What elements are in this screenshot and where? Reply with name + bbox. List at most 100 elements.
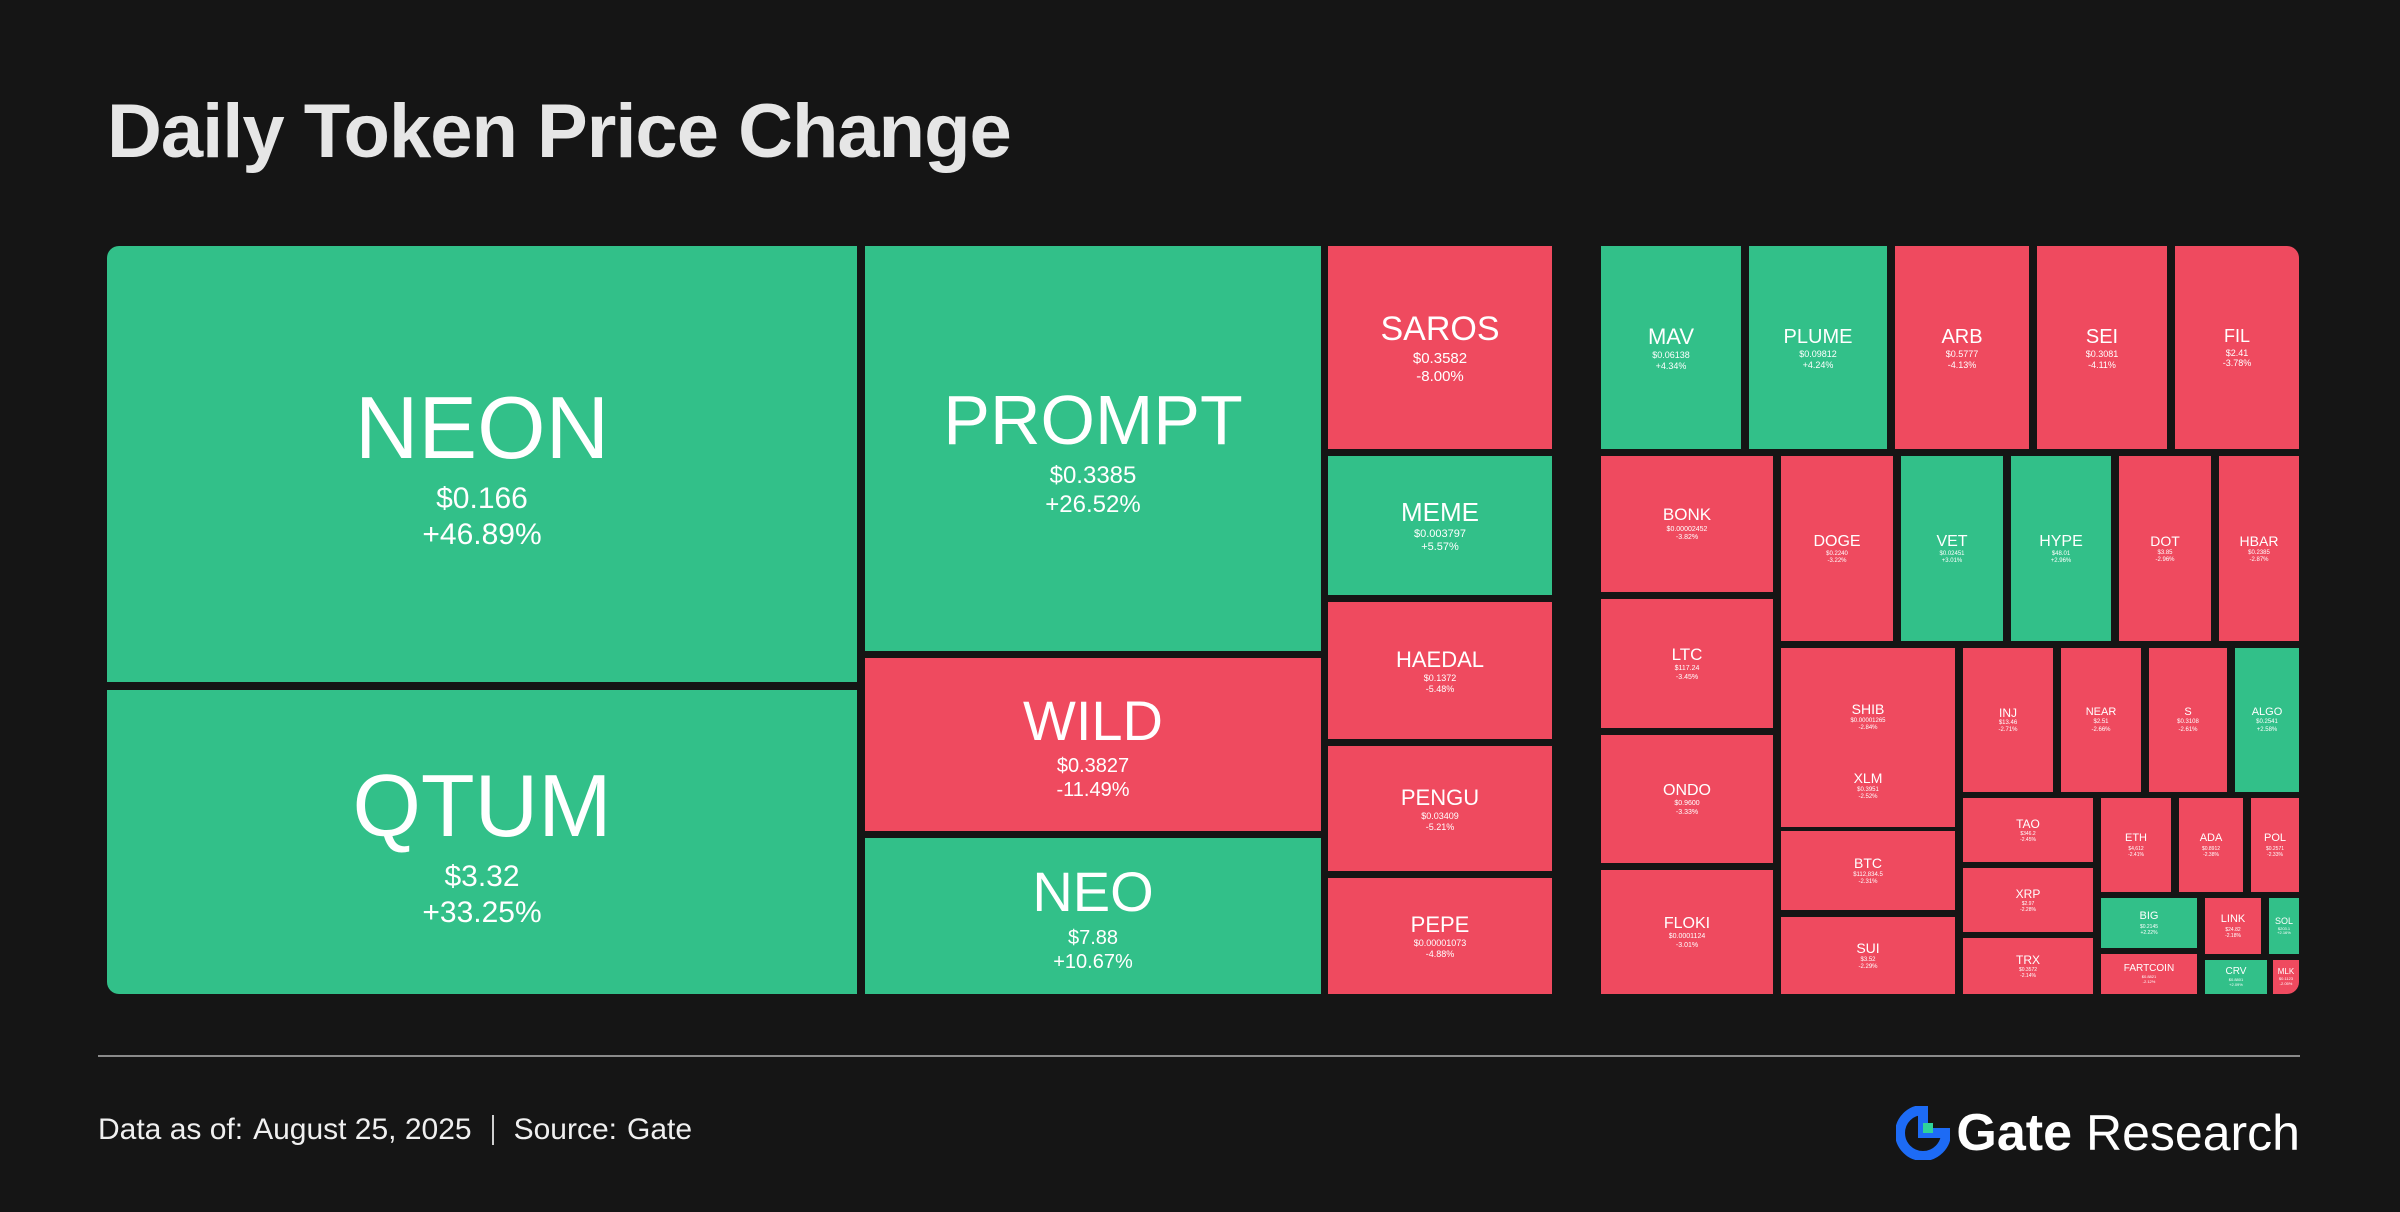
tile-symbol: TAO: [2016, 816, 2040, 831]
tile-price: $3.85: [2157, 549, 2173, 556]
tile-price: $0.3572: [2018, 967, 2038, 974]
tile-symbol: VET: [1936, 532, 1968, 550]
tile-symbol: SAROS: [1380, 310, 1500, 349]
tile-change: +10.67%: [1053, 950, 1133, 973]
tile-symbol: CRV: [2225, 966, 2247, 978]
tile-crv: CRV $0.8801 +2.09%: [2205, 960, 2267, 994]
tile-change: -2.96%: [2155, 556, 2175, 563]
tile-price: $0.3385: [1049, 461, 1137, 489]
tile-symbol: PLUME: [1783, 325, 1853, 348]
tile-symbol: ONDO: [1663, 782, 1711, 800]
data-date: August 25, 2025: [253, 1113, 472, 1146]
footer-divider: [98, 1055, 2300, 1057]
tile-algo: ALGO $0.2541 +2.58%: [2235, 648, 2299, 792]
tile-change: -2.14%: [2020, 973, 2036, 980]
tile-price: $0.3951: [1857, 787, 1879, 794]
tile-pepe: PEPE $0.00001073 -4.88%: [1328, 878, 1552, 994]
tile-change: -2.84%: [1858, 724, 1878, 731]
tile-xlm: XLM $0.3951 -2.52%: [1781, 745, 1955, 827]
gate-logo-icon: [1896, 1106, 1951, 1160]
tile-price: $203.1: [2277, 925, 2291, 931]
source-label: Source:: [513, 1113, 617, 1146]
tile-change: +2.16%: [2277, 930, 2291, 936]
tile-price: $112,834.5: [1853, 871, 1883, 878]
tile-change: +33.25%: [422, 895, 542, 929]
tile-hbar: HBAR $0.2385 -2.87%: [2219, 456, 2299, 641]
tile-symbol: FLOKI: [1663, 915, 1711, 933]
tile-change: -2.29%: [1858, 963, 1878, 970]
tile-symbol: SOL: [2274, 915, 2293, 926]
tile-tao: TAO $346.2 -2.45%: [1963, 798, 2093, 862]
tile-symbol: S: [2184, 706, 2192, 719]
tile-dot: DOT $3.85 -2.96%: [2119, 456, 2211, 641]
tile-symbol: BTC: [1854, 854, 1882, 871]
tile-price: $13.46: [1998, 720, 2018, 726]
tile-change: -2.52%: [1858, 794, 1878, 801]
tile-mav: MAV $0.06138 +4.34%: [1601, 246, 1741, 449]
tile-change: -4.13%: [1947, 359, 1977, 370]
tile-pol: POL $0.2571 -2.33%: [2251, 798, 2299, 892]
tile-ltc: LTC $117.24 -3.45%: [1601, 599, 1773, 728]
tile-change: -5.21%: [1425, 821, 1455, 832]
tile-price: $0.00001265: [1850, 717, 1886, 724]
tile-floki: FLOKI $0.0001124 -3.01%: [1601, 870, 1773, 994]
tile-prompt: PROMPT $0.3385 +26.52%: [865, 246, 1321, 651]
tile-price: $0.8801: [2228, 977, 2244, 983]
tile-change: -3.45%: [1675, 673, 1699, 681]
tile-symbol: DOT: [2150, 532, 2180, 549]
tile-price: $0.003797: [1414, 527, 1466, 540]
tile-price: $346.2: [2020, 831, 2036, 838]
tile-wild: WILD $0.3827 -11.49%: [865, 658, 1321, 831]
tile-price: $0.2571: [2265, 845, 2285, 852]
tile-change: +4.24%: [1802, 359, 1834, 370]
tile-fil: FIL $2.41 -3.78%: [2175, 246, 2299, 449]
tile-symbol: WILD: [1023, 688, 1163, 752]
tile-doge: DOGE $0.2240 -3.22%: [1781, 456, 1893, 641]
tile-change: -3.33%: [1675, 808, 1699, 816]
tile-change: -2.45%: [2020, 837, 2036, 844]
tile-change: -3.01%: [1675, 941, 1699, 949]
tile-change: +2.22%: [2140, 929, 2158, 936]
tile-price: $0.5777: [1945, 348, 1979, 359]
tile-symbol: LTC: [1671, 644, 1703, 664]
tile-symbol: NEON: [354, 378, 610, 478]
tile-near: NEAR $2.51 -2.66%: [2061, 648, 2141, 792]
tile-change: +2.58%: [2256, 726, 2278, 733]
tile-symbol: ADA: [2199, 832, 2223, 845]
tile-plume: PLUME $0.09812 +4.24%: [1749, 246, 1887, 449]
tile-symbol: HBAR: [2239, 532, 2279, 549]
tile-symbol: HAEDAL: [1395, 646, 1485, 672]
tile-change: +3.01%: [1941, 558, 1963, 565]
tile-change: -2.05%: [2279, 980, 2293, 986]
tile-change: -8.00%: [1416, 367, 1464, 385]
tile-meme: MEME $0.003797 +5.57%: [1328, 456, 1552, 595]
tile-change: -3.78%: [2222, 358, 2252, 369]
tile-neon: NEON $0.166 +46.89%: [107, 246, 857, 682]
tile-pengu: PENGU $0.03409 -5.21%: [1328, 746, 1552, 871]
tile-change: -4.88%: [1425, 949, 1455, 960]
tile-bonk: BONK $0.00002452 -3.82%: [1601, 456, 1773, 592]
tile-price: $2.97: [2021, 901, 2035, 908]
tile-symbol: SEI: [2085, 325, 2119, 348]
tile-price: $0.2240: [1826, 550, 1848, 557]
tile-price: $3.32: [444, 859, 520, 893]
tile-symbol: PENGU: [1400, 784, 1480, 810]
tile-symbol: INJ: [1999, 705, 2017, 720]
brand-name: Gate: [1956, 1104, 2072, 1162]
tile-symbol: FARTCOIN: [2123, 963, 2175, 975]
tile-btc: BTC $112,834.5 -2.31%: [1781, 831, 1955, 910]
tile-price: $0.2541: [2256, 719, 2278, 726]
tile-change: -3.82%: [1675, 534, 1699, 542]
tile-sui: SUI $3.52 -2.29%: [1781, 917, 1955, 994]
tile-fartcoin: FARTCOIN $0.8821 -2.12%: [2101, 954, 2197, 994]
tile-price: $0.00002452: [1666, 525, 1708, 533]
tile-price: $7.88: [1067, 926, 1119, 949]
tile-price: $0.1123: [2278, 976, 2294, 981]
tile-change: -5.48%: [1425, 683, 1455, 694]
tile-symbol: SUI: [1856, 939, 1880, 956]
tile-price: $0.00001073: [1413, 938, 1467, 949]
tile-price: $0.3827: [1056, 755, 1130, 778]
tile-change: -2.18%: [2225, 932, 2241, 939]
tile-price: $0.09812: [1799, 348, 1837, 359]
tile-change: +2.09%: [2229, 982, 2243, 987]
